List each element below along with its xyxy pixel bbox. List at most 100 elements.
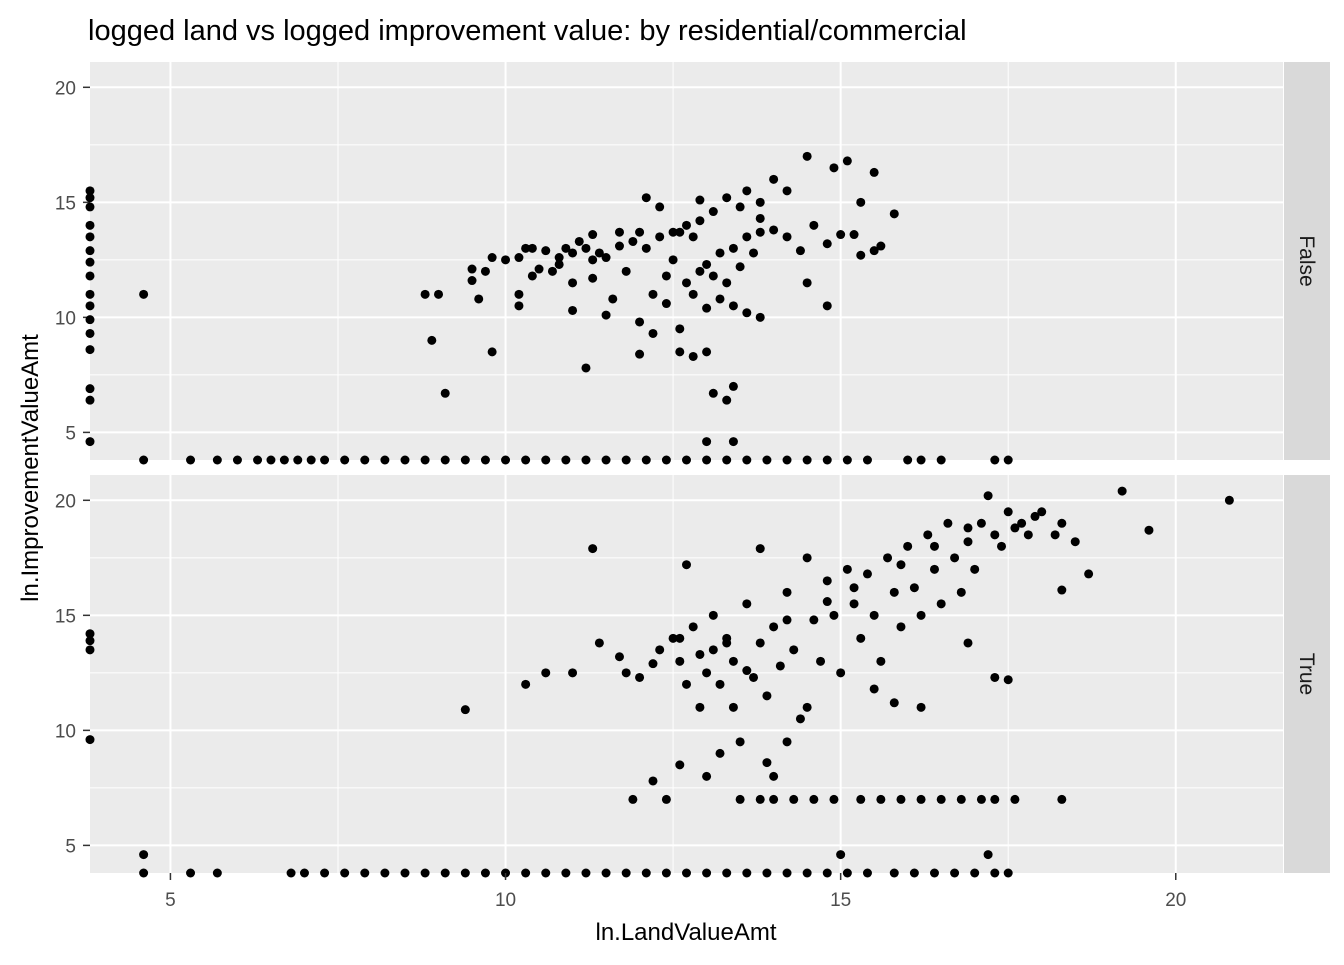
data-point <box>635 317 645 327</box>
data-point <box>715 748 725 758</box>
data-point <box>976 518 986 528</box>
data-points-false <box>85 151 1013 465</box>
edge-point-bottom <box>862 868 872 878</box>
data-point <box>682 220 691 230</box>
edge-point-left <box>85 345 95 355</box>
data-point <box>420 289 430 299</box>
x-tick-label: 20 <box>1165 890 1186 911</box>
edge-point-bottom <box>702 455 712 465</box>
data-point <box>889 587 899 597</box>
edge-point-bottom <box>782 868 792 878</box>
edge-point-bottom <box>293 455 303 465</box>
data-point <box>809 794 819 804</box>
data-point <box>561 243 571 253</box>
edge-point-bottom <box>682 455 691 465</box>
data-point <box>822 239 832 249</box>
data-point <box>708 645 718 655</box>
data-point <box>782 186 792 196</box>
y-axis-label: ln.ImprovementValueAmt <box>17 334 44 602</box>
data-point <box>574 236 584 246</box>
data-point <box>755 227 765 237</box>
data-point <box>601 310 611 320</box>
data-point <box>869 610 879 620</box>
data-point <box>755 213 765 223</box>
data-point <box>963 638 973 648</box>
facet-strip-label: True <box>1295 653 1318 695</box>
edge-point-bottom <box>460 455 470 465</box>
edge-point-bottom <box>862 455 872 465</box>
data-point <box>628 794 638 804</box>
edge-point-left <box>85 437 95 447</box>
data-point <box>648 659 658 669</box>
edge-point-bottom <box>929 868 939 878</box>
edge-point-bottom <box>822 868 832 878</box>
data-point <box>795 246 805 256</box>
edge-point-bottom <box>186 868 196 878</box>
data-point <box>1023 530 1033 540</box>
edge-point-bottom <box>279 455 289 465</box>
data-point <box>648 328 658 338</box>
data-point <box>702 437 712 447</box>
data-point <box>1003 507 1013 517</box>
data-point <box>956 587 966 597</box>
data-point <box>668 227 678 237</box>
data-point <box>708 610 718 620</box>
edge-point-bottom <box>232 455 242 465</box>
data-point <box>675 324 685 334</box>
data-point <box>936 599 946 609</box>
data-point <box>1003 675 1013 685</box>
data-point <box>628 236 638 246</box>
data-point <box>1030 511 1040 521</box>
data-point <box>849 583 859 593</box>
data-point <box>950 553 960 563</box>
data-point <box>1117 486 1127 496</box>
data-point <box>614 241 624 251</box>
data-point <box>836 230 846 240</box>
data-point <box>728 656 738 666</box>
data-point <box>695 266 705 276</box>
data-point <box>802 553 812 563</box>
data-point <box>1057 518 1067 528</box>
data-point <box>668 633 678 643</box>
data-point <box>762 758 772 768</box>
edge-point-bottom <box>460 868 470 878</box>
edge-point-bottom <box>936 455 946 465</box>
data-point <box>903 541 913 551</box>
data-point <box>869 246 879 256</box>
edge-point-bottom <box>1003 868 1013 878</box>
data-point <box>715 294 725 304</box>
edge-point-bottom <box>186 455 196 465</box>
data-point <box>480 266 490 276</box>
data-point <box>601 253 611 263</box>
data-point <box>641 193 651 203</box>
data-point <box>822 576 832 586</box>
data-point <box>1037 507 1047 517</box>
data-point <box>782 232 792 242</box>
data-point <box>608 294 618 304</box>
data-point <box>688 622 698 632</box>
data-point <box>427 335 437 345</box>
data-point <box>802 151 812 161</box>
data-point <box>655 232 665 242</box>
edge-point-bottom <box>400 868 410 878</box>
x-tick-label: 10 <box>495 890 516 911</box>
data-point <box>862 569 872 579</box>
data-point <box>742 308 752 318</box>
edge-point-bottom <box>440 868 450 878</box>
edge-point-bottom <box>501 455 511 465</box>
data-point <box>809 220 819 230</box>
x-axis-label: ln.LandValueAmt <box>595 919 776 946</box>
panels-layer: 5 10 15 20 False 5 10 15 20 True 5 10 15 20 <box>55 62 1330 911</box>
data-point <box>514 253 524 263</box>
data-point <box>641 243 651 253</box>
data-point <box>655 645 665 655</box>
edge-point-bottom <box>822 455 832 465</box>
data-point <box>1010 794 1020 804</box>
data-point <box>547 266 557 276</box>
data-point <box>521 243 531 253</box>
data-point <box>735 202 745 212</box>
edge-point-bottom <box>702 868 712 878</box>
edge-point-bottom <box>286 868 296 878</box>
data-point <box>594 248 604 258</box>
